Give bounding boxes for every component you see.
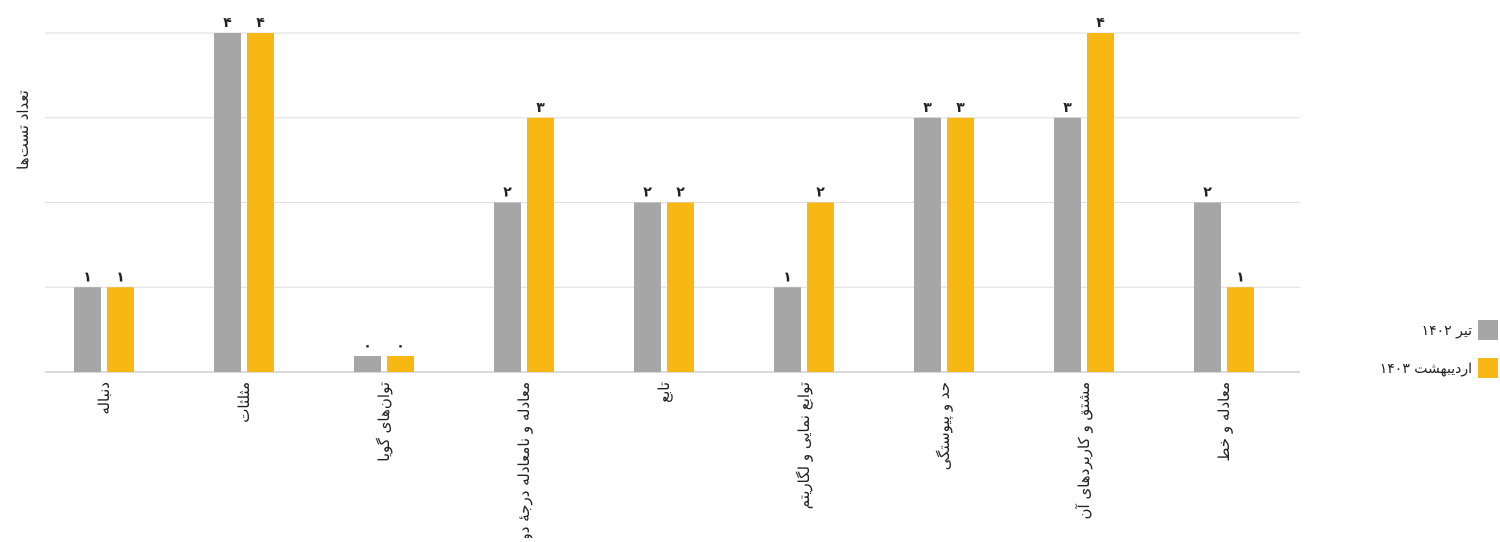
data-label: ۳ — [536, 100, 545, 116]
data-label: ۱ — [783, 269, 792, 285]
data-label: ۲ — [503, 185, 512, 201]
bar-series-2-7 — [947, 117, 974, 372]
bar-series-2-4 — [527, 117, 554, 372]
category-label: معادله و خط — [1215, 382, 1233, 461]
category-label: معادله و نامعادله درجهٔ دوم — [515, 382, 533, 538]
data-label: ۳ — [1063, 100, 1072, 116]
data-label: ۲ — [1203, 185, 1212, 201]
data-label: ۴ — [256, 15, 265, 31]
bar-series-1-2 — [214, 33, 241, 372]
legend-label: تیر ۱۴۰۲ — [1422, 323, 1472, 339]
data-label: ۲ — [816, 185, 825, 201]
data-label: ۲ — [676, 185, 685, 201]
bar-series-1-3 — [354, 356, 381, 372]
data-label: ۱ — [83, 269, 92, 285]
y-axis-title: تعداد تست‌ها — [14, 90, 32, 170]
bar-series-2-3 — [387, 356, 414, 372]
legend-swatch — [1478, 358, 1498, 378]
bar-series-1-6 — [774, 287, 801, 372]
bar-series-1-4 — [494, 202, 521, 372]
category-label: توابع نمایی و لگاریتم — [795, 382, 813, 509]
legend-label: اردیبهشت ۱۴۰۳ — [1380, 361, 1472, 377]
legend-swatch — [1478, 320, 1498, 340]
category-label: حد و پیوستگی — [935, 382, 954, 470]
bar-series-1-9 — [1194, 202, 1221, 372]
data-label: ۴ — [223, 15, 232, 31]
data-label: ۳ — [956, 100, 965, 116]
data-label: ۱ — [1236, 269, 1245, 285]
data-label: ۳ — [923, 100, 932, 116]
category-label: دنباله — [95, 382, 113, 415]
bar-series-2-2 — [247, 33, 274, 372]
data-label: ۴ — [1096, 15, 1105, 31]
bar-series-1-7 — [914, 117, 941, 372]
bar-series-1-1 — [74, 287, 101, 372]
bar-series-1-5 — [634, 202, 661, 372]
bar-series-2-9 — [1227, 287, 1254, 372]
category-label: توان‌های گویا — [375, 382, 393, 462]
data-label: ۰ — [396, 338, 405, 354]
data-label: ۱ — [116, 269, 125, 285]
category-label: مشتق و کاربردهای آن — [1075, 382, 1093, 520]
data-label: ۰ — [363, 338, 372, 354]
data-label: ۲ — [643, 185, 652, 201]
bar-series-2-5 — [667, 202, 694, 372]
category-label: تابع — [655, 382, 673, 403]
bar-series-1-8 — [1054, 117, 1081, 372]
bar-series-2-6 — [807, 202, 834, 372]
bar-series-2-8 — [1087, 33, 1114, 372]
category-label: مثلثات — [235, 382, 253, 423]
bar-series-2-1 — [107, 287, 134, 372]
